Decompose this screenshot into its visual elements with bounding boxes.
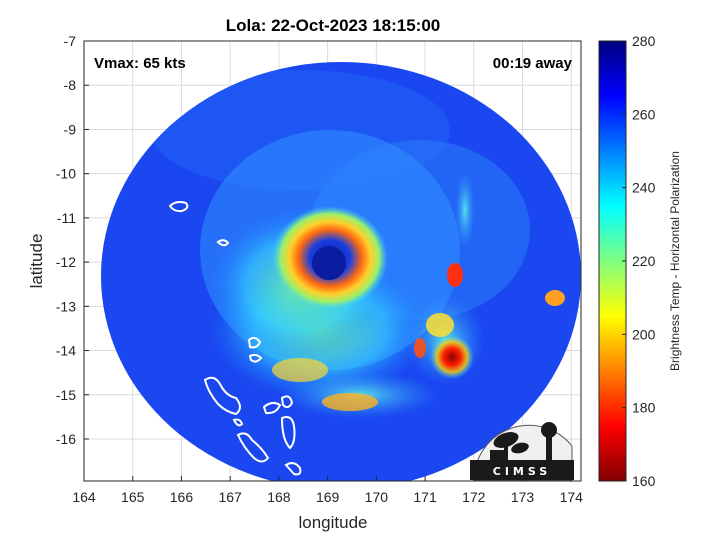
x-tick-label: 166 xyxy=(170,489,194,505)
x-axis: 164 165 166 167 168 169 170 171 172 173 174 xyxy=(72,476,583,505)
colorbar-tick-label: 220 xyxy=(632,253,656,269)
y-tick-label: -14 xyxy=(56,343,76,359)
plot-frame xyxy=(83,40,582,482)
y-tick-label: -11 xyxy=(57,210,76,226)
y-axis: -7 -8 -9 -10 -11 -12 -13 -14 -15 -16 xyxy=(56,33,89,447)
x-tick-label: 167 xyxy=(218,489,242,505)
cimss-logo: CIMSS xyxy=(470,422,574,481)
colorbar-tick-label: 260 xyxy=(632,106,656,122)
island-outlines xyxy=(168,201,302,476)
x-tick-label: 164 xyxy=(72,489,96,505)
colorbar-tick-label: 160 xyxy=(632,473,656,489)
y-tick-label: -9 xyxy=(64,121,77,137)
x-tick-label: 171 xyxy=(413,489,437,505)
x-axis-label: longitude xyxy=(298,513,367,532)
y-tick-label: -15 xyxy=(56,387,76,403)
x-tick-label: 165 xyxy=(121,489,145,505)
colorbar-tick-label: 280 xyxy=(632,33,656,49)
x-tick-label: 174 xyxy=(560,489,584,505)
x-tick-label: 173 xyxy=(511,489,535,505)
colorbar-tick-label: 200 xyxy=(632,326,656,342)
chart-title: Lola: 22-Oct-2023 18:15:00 xyxy=(226,16,441,35)
time-away-annotation: 00:19 away xyxy=(493,55,573,72)
y-tick-label: -7 xyxy=(64,33,77,49)
logo-text: CIMSS xyxy=(493,465,551,478)
y-tick-label: -12 xyxy=(56,254,76,270)
colorbar: 280 260 240 220 200 180 160 Brightness Temp - … xyxy=(598,33,682,489)
colorbar-tick-label: 180 xyxy=(632,400,656,416)
colorbar-label: Brightness Temp - Horizontal Polarizatio… xyxy=(668,151,682,371)
x-tick-label: 170 xyxy=(365,489,389,505)
colorbar-ticks: 280 260 240 220 200 180 160 xyxy=(622,33,656,489)
colorbar-gradient xyxy=(598,40,627,482)
x-tick-label: 168 xyxy=(267,489,291,505)
colorbar-tick-label: 240 xyxy=(632,180,656,196)
x-tick-label: 172 xyxy=(462,489,486,505)
y-axis-label: latitude xyxy=(27,234,46,289)
vmax-annotation: Vmax: 65 kts xyxy=(94,55,186,72)
y-tick-label: -16 xyxy=(56,431,76,447)
y-tick-label: -10 xyxy=(56,166,76,182)
x-tick-label: 169 xyxy=(316,489,340,505)
y-tick-label: -13 xyxy=(56,298,76,314)
brightness-temperature-swath xyxy=(101,62,581,481)
y-tick-label: -8 xyxy=(64,77,77,93)
